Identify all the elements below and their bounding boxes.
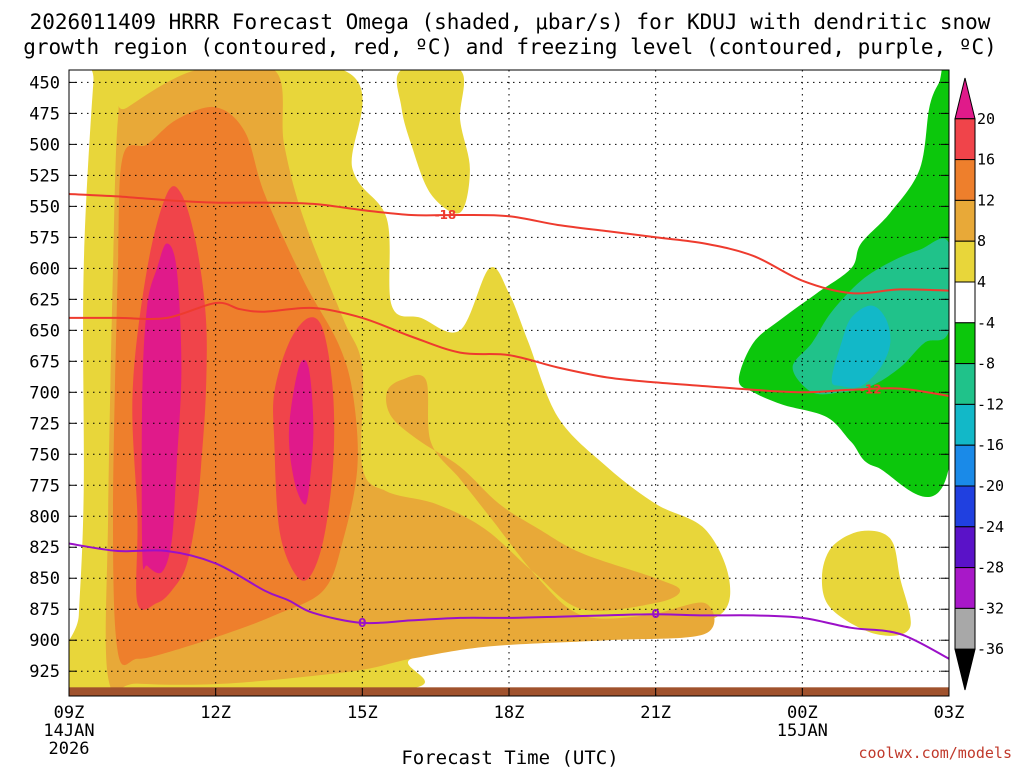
colorbar-label-16: 16 xyxy=(977,151,995,169)
x-tick-label-12Z: 12Z xyxy=(200,703,231,723)
y-tick-label-650: 650 xyxy=(29,321,60,341)
colorbar-box-13 xyxy=(954,607,976,650)
chart-title-line2: growth region (contoured, red, ºC) and f… xyxy=(23,35,997,59)
y-tick-label-625: 625 xyxy=(29,290,60,310)
colorbar-box-6 xyxy=(954,322,976,365)
colorbar-box-3 xyxy=(954,199,976,242)
freezing-level-contour-label-0: 0 xyxy=(358,616,366,630)
omega-region-20-7 xyxy=(141,243,182,574)
y-tick-label-725: 725 xyxy=(29,414,60,434)
y-tick-label-850: 850 xyxy=(29,569,60,589)
colorbar-label-12: 12 xyxy=(977,191,995,209)
y-tick-label-600: 600 xyxy=(29,259,60,279)
y-tick-label-900: 900 xyxy=(29,631,60,651)
colorbar-box-5 xyxy=(954,281,976,324)
colorbar-label--20: -20 xyxy=(977,477,1004,495)
y-tick-label-525: 525 xyxy=(29,166,60,186)
colorbar-box-11 xyxy=(954,526,976,569)
plot-area: -18 -12 0 0 xyxy=(69,70,949,696)
contour-layer: -18 -12 0 0 xyxy=(69,193,949,660)
y-tick-label-475: 475 xyxy=(29,104,60,124)
omega-region--12-11 xyxy=(831,305,891,388)
x-tick-label-15Z: 15Z xyxy=(347,703,378,723)
dendritic-contour-minus18 xyxy=(69,193,949,295)
colorbar-box-10 xyxy=(954,485,976,528)
colorbar-label--4: -4 xyxy=(977,314,995,332)
y-tick-label-875: 875 xyxy=(29,600,60,620)
colorbar-label--28: -28 xyxy=(977,559,1004,577)
y-tick-label-775: 775 xyxy=(29,476,60,496)
y-tick-label-450: 450 xyxy=(29,73,60,93)
x-tick-sublabel-09Z: 14JAN xyxy=(43,721,94,741)
axis-layer: 450 475 500 525 550 575 600 625 650 675 700 725 750 7… xyxy=(29,73,964,759)
y-tick-label-550: 550 xyxy=(29,197,60,217)
colorbar-label-4: 4 xyxy=(977,273,986,291)
colorbar-label-20: 20 xyxy=(977,110,995,128)
x-axis-label: Forecast Time (UTC) xyxy=(401,747,618,768)
colorbar-box-8 xyxy=(954,403,976,446)
colorbar-label--8: -8 xyxy=(977,355,995,373)
x-tick-label-21Z: 21Z xyxy=(640,703,671,723)
x-tick-label-09Z: 09Z xyxy=(54,703,85,723)
y-tick-label-700: 700 xyxy=(29,383,60,403)
dendritic-contour-minus12 xyxy=(69,301,949,397)
y-tick-label-800: 800 xyxy=(29,507,60,527)
colorbar-label-8: 8 xyxy=(977,232,986,250)
colorbar-bottom-arrow xyxy=(954,648,976,691)
x-tick-label-00Z: 00Z xyxy=(787,703,818,723)
colorbar: 20 16 12 8 4 -4 -8 -12 -16 -20 -24 -28 -32 -36 xyxy=(954,77,1004,691)
x-tick-year-09Z: 2026 xyxy=(49,739,90,759)
y-tick-label-575: 575 xyxy=(29,228,60,248)
omega-region--4-9 xyxy=(738,70,949,497)
colorbar-label--12: -12 xyxy=(977,395,1004,413)
omega-region-4-1 xyxy=(396,70,470,214)
x-tick-label-18Z: 18Z xyxy=(494,703,525,723)
colorbar-box-1 xyxy=(954,118,976,161)
y-tick-label-825: 825 xyxy=(29,538,60,558)
y-tick-label-675: 675 xyxy=(29,352,60,372)
colorbar-box-7 xyxy=(954,363,976,405)
grid-layer xyxy=(69,70,949,696)
omega-shading-layer xyxy=(69,70,949,696)
colorbar-label--32: -32 xyxy=(977,599,1004,617)
colorbar-box-4 xyxy=(954,240,976,283)
omega-region-4-2 xyxy=(821,530,911,636)
x-tick-label-03Z: 03Z xyxy=(934,703,965,723)
freezing-level-contour xyxy=(69,542,949,660)
dendritic-contour-minus18-label-0: -18 xyxy=(435,208,457,222)
chart-title-line1: 2026011409 HRRR Forecast Omega (shaded, … xyxy=(30,10,991,34)
colorbar-box-2 xyxy=(954,159,976,201)
dendritic-contour-minus12-label-0: -12 xyxy=(860,382,882,396)
y-tick-label-925: 925 xyxy=(29,662,60,682)
colorbar-label--16: -16 xyxy=(977,436,1004,454)
colorbar-label--36: -36 xyxy=(977,640,1004,658)
colorbar-label--24: -24 xyxy=(977,518,1004,536)
credit-text: coolwx.com/models xyxy=(858,744,1012,762)
colorbar-top-arrow xyxy=(954,77,976,120)
y-tick-label-500: 500 xyxy=(29,135,60,155)
y-tick-label-750: 750 xyxy=(29,445,60,465)
omega-region-20-8 xyxy=(288,359,314,505)
x-tick-sublabel-00Z: 15JAN xyxy=(777,721,828,741)
colorbar-box-12 xyxy=(954,567,976,609)
freezing-level-contour-label-1: 0 xyxy=(651,607,659,621)
colorbar-box-9 xyxy=(954,444,976,487)
